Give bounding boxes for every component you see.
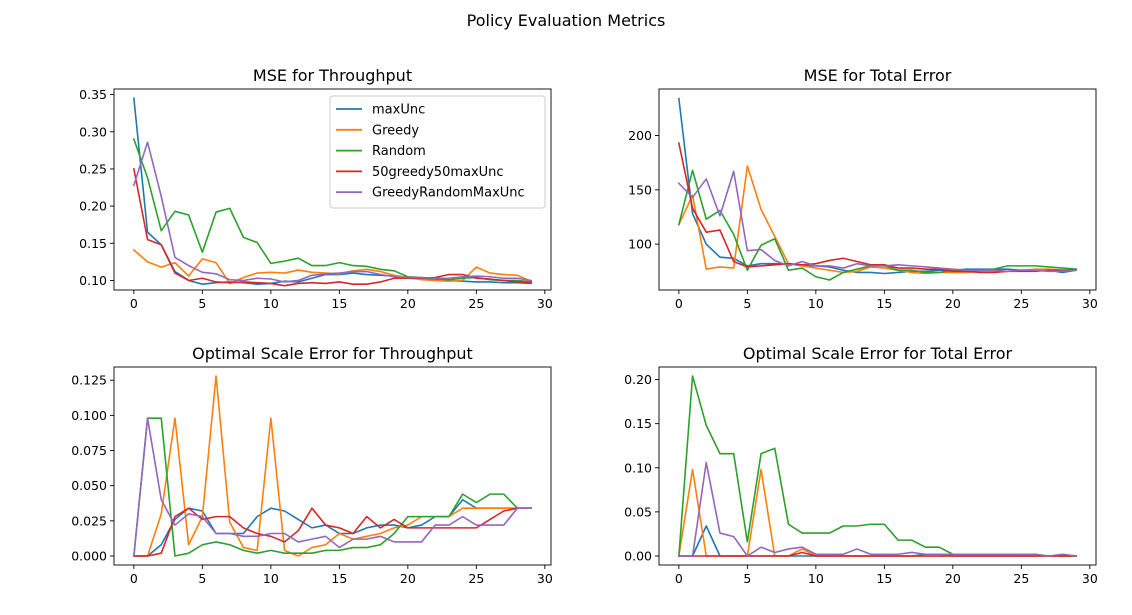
x-tick-label: 15 [876,571,892,586]
series-line-maxUnc [678,525,1077,557]
series-line-Random [132,417,532,557]
x-tick-label: 10 [808,296,824,311]
panel-title: MSE for Throughput [253,66,412,85]
series-lines [677,97,1078,281]
axes-frame [658,88,1097,291]
legend-box [329,95,546,209]
y-tick-label: 0.15 [624,416,652,431]
chart-panel-2: MSE for Total Error 0 5 10 15 20 25 30 100 150 200 [628,66,1098,311]
axes-frame [113,88,552,291]
axes-frame [113,366,552,566]
series-lines [132,375,532,557]
y-tick-label: 0.35 [79,87,107,102]
y-tick-label: 0.025 [71,513,107,528]
x-tick-label: 5 [743,296,751,311]
y-tick-label: 0.075 [71,443,107,458]
panel-title: Optimal Scale Error for Throughput [192,344,473,363]
series-line-GreedyRandomMaxUnc [132,417,532,557]
x-tick-label: 0 [675,571,683,586]
y-tick-label: 0.25 [79,161,107,176]
x-tick-label: 10 [263,296,279,311]
x-tick-label: 30 [1082,296,1098,311]
series-line-Greedy [133,375,532,557]
y-tick-label: 100 [628,237,652,252]
x-tick-label: 20 [945,296,961,311]
y-tick-label: 0.20 [624,372,652,387]
y-tick-label: 0.00 [624,549,652,564]
x-tick-label: 30 [537,571,553,586]
legend-label: 50greedy50maxUnc [372,165,504,180]
legend: maxUnc Greedy Random 50greedy50maxUnc Greedy… [329,95,546,209]
chart-panel-4: Optimal Scale Error for Total Error 0 5 10 1… [624,344,1098,586]
series-line-50greedy50maxUnc [678,551,1077,557]
figure-title: Policy Evaluation Metrics [467,11,666,30]
x-tick-label: 15 [876,296,892,311]
chart-panel-1: MSE for Throughput 0 5 10 15 20 25 30 0.10 0.15 0.… [79,66,553,311]
x-tick-label: 20 [945,571,961,586]
series-line-50greedy50maxUnc [133,507,532,557]
axes-frame [658,366,1097,566]
x-tick-label: 25 [468,571,484,586]
series-lines [677,375,1078,557]
y-tick-label: 0.05 [624,504,652,519]
x-tick-label: 30 [537,296,553,311]
x-tick-label: 25 [468,296,484,311]
y-tick-label: 0.20 [79,199,107,214]
y-tick-label: 0.10 [79,273,107,288]
y-tick-label: 150 [628,182,652,197]
y-tick-label: 0.100 [71,408,107,423]
series-line-Random [132,138,533,283]
x-tick-label: 15 [331,296,347,311]
x-tick-label: 0 [675,296,683,311]
y-tick-label: 0.050 [71,478,107,493]
series-line-Greedy [677,165,1077,275]
series-line-maxUnc [133,498,532,557]
x-tick-label: 20 [400,571,416,586]
x-tick-label: 0 [130,296,138,311]
legend-label: Random [372,144,426,159]
x-tick-label: 30 [1082,571,1098,586]
series-line-50greedy50maxUnc [677,142,1077,274]
x-tick-label: 5 [743,571,751,586]
x-tick-label: 15 [331,571,347,586]
y-tick-label: 0.125 [71,373,107,388]
series-line-maxUnc [132,97,532,286]
legend-label: Greedy [372,123,419,138]
series-line-GreedyRandomMaxUnc [677,170,1078,273]
series-line-Random [678,375,1077,557]
series-line-GreedyRandomMaxUnc [678,461,1078,557]
legend-label: maxUnc [372,103,425,118]
legend-label: GreedyRandomMaxUnc [372,186,525,201]
y-tick-label: 0.10 [624,460,652,475]
y-tick-label: 200 [628,128,652,143]
series-line-50greedy50maxUnc [132,168,532,287]
x-tick-label: 10 [808,571,824,586]
panel-title: Optimal Scale Error for Total Error [743,344,1013,363]
y-tick-label: 0.15 [79,236,107,251]
x-tick-label: 20 [400,296,416,311]
x-tick-label: 5 [198,571,206,586]
y-tick-label: 0.30 [79,124,107,139]
series-lines [132,97,533,287]
x-tick-label: 10 [263,571,279,586]
x-tick-label: 25 [1013,296,1029,311]
x-tick-label: 25 [1013,571,1029,586]
y-tick-label: 0.000 [71,549,107,564]
panel-title: MSE for Total Error [804,66,952,85]
chart-panel-3: Optimal Scale Error for Throughput 0 5 10 15… [71,344,553,586]
series-line-GreedyRandomMaxUnc [132,141,533,283]
x-tick-label: 5 [198,296,206,311]
x-tick-label: 0 [130,571,138,586]
